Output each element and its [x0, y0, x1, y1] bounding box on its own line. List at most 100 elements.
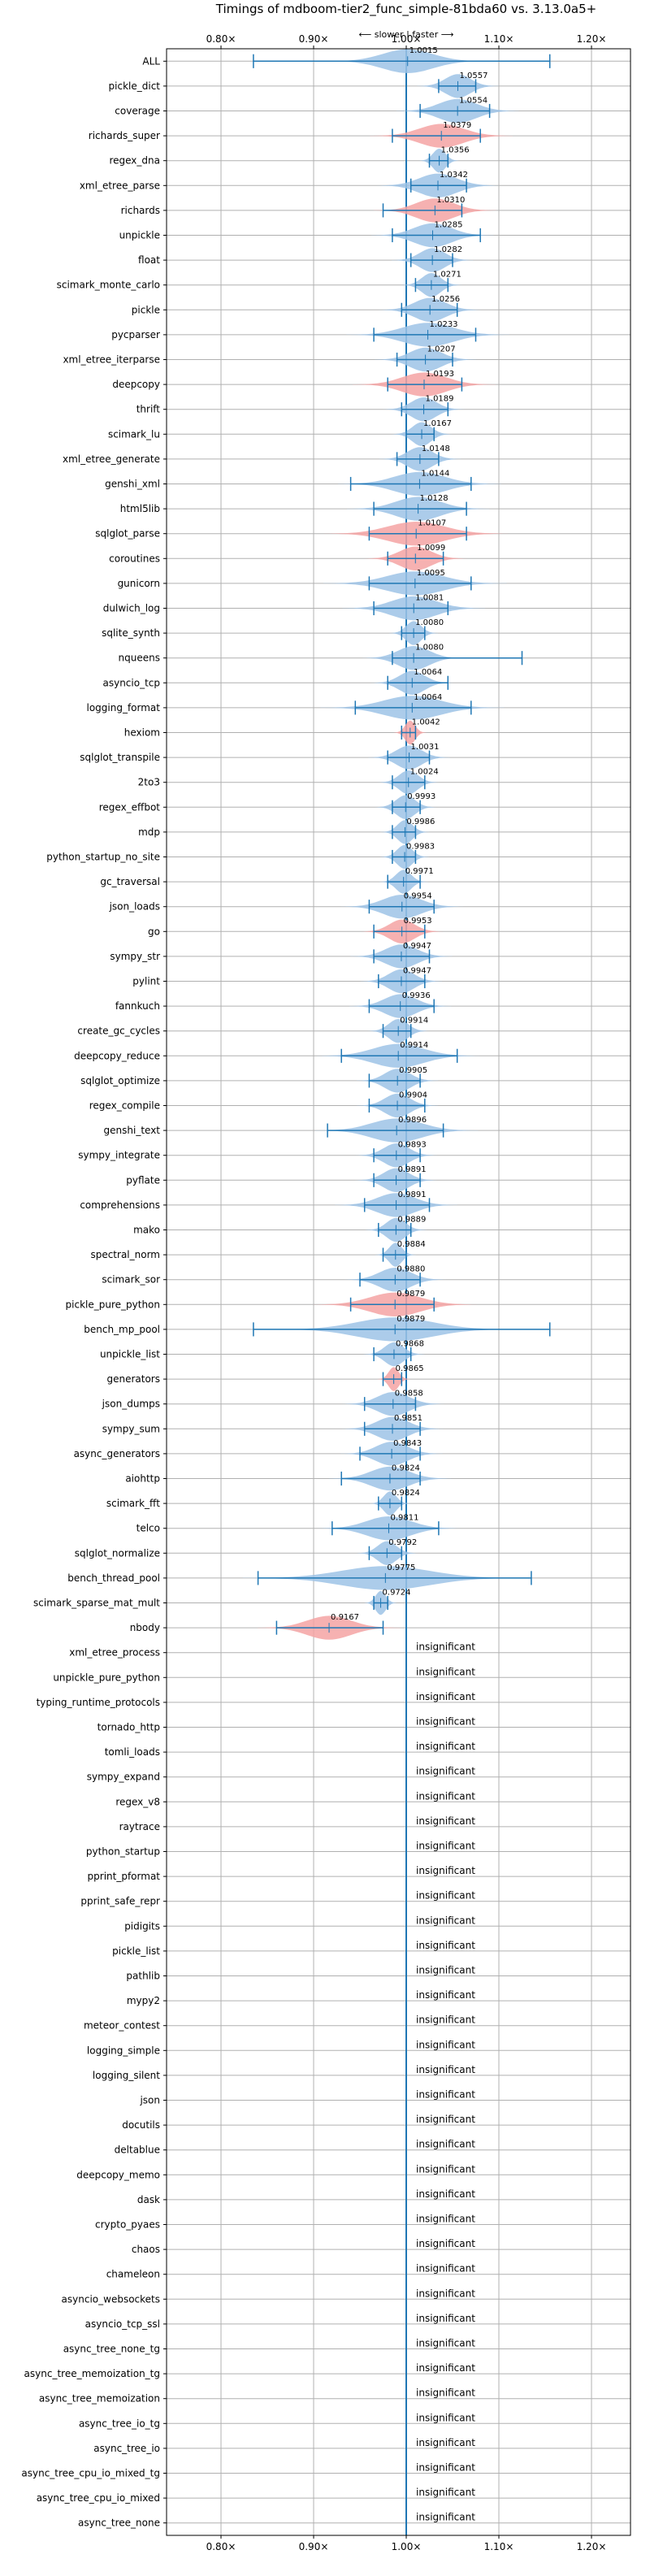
- benchmark-label: spectral_norm: [90, 1249, 160, 1260]
- benchmark-label: json_dumps: [102, 1399, 160, 1410]
- benchmark-label: chameleon: [106, 2269, 160, 2280]
- value-label: 1.0080: [415, 618, 444, 627]
- axis-layer: 0.80× 0.80× 0.90× 0.90× 1.00× 1.00× 1.10× 1.10×…: [21, 33, 606, 2552]
- insignificant-label: insignificant: [416, 1716, 475, 1728]
- benchmark-label: async_tree_none: [78, 2517, 160, 2529]
- benchmark-label: unpickle_pure_python: [53, 1672, 160, 1683]
- value-label: 0.9971: [405, 867, 434, 876]
- benchmark-label: ALL: [142, 55, 160, 67]
- benchmark-label: nbody: [130, 1622, 160, 1633]
- insignificant-label: insignificant: [416, 2089, 475, 2101]
- value-label: 1.0233: [430, 320, 458, 329]
- value-label: 1.0107: [418, 519, 446, 528]
- benchmark-label: pylint: [132, 976, 160, 987]
- benchmark-label: async_tree_cpu_io_mixed_tg: [21, 2468, 160, 2479]
- benchmark-label: fannkuch: [115, 1000, 160, 1012]
- insignificant-label: insignificant: [416, 1691, 475, 1702]
- value-label: 0.9724: [383, 1588, 411, 1597]
- value-label: 0.9891: [398, 1165, 427, 1174]
- benchmark-label: json_loads: [109, 901, 160, 913]
- value-label: 1.0042: [412, 718, 440, 726]
- benchmark-label: async_tree_none_tg: [63, 2344, 160, 2355]
- value-label: 0.9868: [396, 1339, 424, 1348]
- benchmark-label: pprint_safe_repr: [80, 1896, 160, 1907]
- benchmark-label: async_generators: [74, 1448, 160, 1459]
- benchmark-label: regex_dna: [109, 155, 160, 167]
- benchmark-label: 2to3: [138, 777, 160, 788]
- label-layer: 1.0015 1.0557 1.0554 1.0379 1.0356 1.0342 1.03…: [331, 46, 488, 2522]
- benchmark-label: sqlglot_normalize: [75, 1547, 160, 1559]
- benchmark-label: regex_v8: [115, 1796, 160, 1807]
- benchmark-label: generators: [106, 1373, 160, 1385]
- value-label: 0.9986: [406, 817, 435, 826]
- insignificant-label: insignificant: [416, 2039, 475, 2050]
- benchmark-label: sqlite_synth: [102, 627, 160, 639]
- benchmark-label: logging_silent: [93, 2070, 160, 2081]
- benchmark-label: regex_effbot: [99, 801, 161, 813]
- insignificant-label: insignificant: [416, 2238, 475, 2249]
- value-label: 1.0193: [426, 370, 454, 379]
- value-label: 0.9858: [395, 1390, 423, 1399]
- value-label: 0.9896: [398, 1116, 427, 1125]
- chart-title: Timings of mdboom-tier2_func_simple-81bd…: [215, 2, 596, 17]
- insignificant-label: insignificant: [416, 1815, 475, 1827]
- insignificant-label: insignificant: [416, 2139, 475, 2150]
- insignificant-label: insignificant: [416, 1790, 475, 1802]
- value-label: 0.9865: [396, 1364, 424, 1373]
- value-label: 0.9879: [396, 1290, 425, 1299]
- benchmark-label: sympy_integrate: [78, 1150, 160, 1161]
- benchmark-label: genshi_xml: [105, 479, 160, 490]
- benchmark-label: deepcopy_memo: [76, 2169, 160, 2180]
- benchmark-label: regex_compile: [89, 1100, 160, 1112]
- benchmark-label: xml_etree_parse: [80, 180, 160, 191]
- insignificant-label: insignificant: [416, 1766, 475, 1777]
- x-tick-label-top: 1.00×: [392, 33, 422, 45]
- benchmark-label: coverage: [115, 106, 160, 117]
- benchmark-label: tomli_loads: [105, 1746, 160, 1758]
- insignificant-label: insignificant: [416, 2462, 475, 2474]
- value-label: 0.9905: [399, 1066, 427, 1075]
- benchmark-label: sqlglot_parse: [95, 528, 160, 540]
- benchmark-label: go: [148, 926, 160, 937]
- benchmark-label: scimark_lu: [108, 428, 160, 440]
- value-label: 0.9914: [400, 1017, 428, 1026]
- benchmark-label: unpickle: [119, 230, 160, 241]
- benchmark-label: dulwich_log: [103, 603, 160, 614]
- value-label: 1.0064: [414, 693, 442, 702]
- violin-layer: [242, 49, 551, 1640]
- value-label: 0.9811: [390, 1514, 418, 1523]
- value-label: 1.0148: [422, 445, 450, 453]
- value-label: 0.9792: [388, 1538, 417, 1547]
- x-tick-label-bottom: 1.20×: [577, 2541, 607, 2552]
- value-label: 0.9851: [394, 1414, 422, 1423]
- benchmark-label: mypy2: [127, 1995, 160, 2006]
- benchmark-label: comprehensions: [80, 1199, 160, 1211]
- insignificant-label: insignificant: [416, 1865, 475, 1876]
- value-label: 1.0271: [433, 271, 462, 280]
- value-label: 1.0379: [443, 121, 471, 130]
- benchmark-label: python_startup_no_site: [46, 852, 160, 863]
- value-label: 0.9775: [387, 1563, 415, 1572]
- insignificant-label: insignificant: [416, 2014, 475, 2026]
- benchmark-label: pickle_list: [112, 1945, 160, 1957]
- x-tick-label-top: 0.90×: [299, 33, 329, 45]
- benchmark-label: bench_thread_pool: [67, 1572, 160, 1584]
- benchmark-label: richards: [121, 205, 160, 216]
- benchmark-label: xml_etree_iterparse: [63, 354, 160, 366]
- x-tick-label-top: 0.80×: [206, 33, 236, 45]
- benchmark-label: coroutines: [109, 553, 160, 564]
- x-tick-label-bottom: 1.10×: [484, 2541, 514, 2552]
- value-label: 0.9904: [399, 1091, 427, 1099]
- benchmark-label: mdp: [138, 826, 160, 838]
- value-label: 1.0080: [415, 644, 444, 653]
- benchmark-label: create_gc_cycles: [77, 1026, 160, 1037]
- value-label: 0.9947: [403, 966, 431, 975]
- benchmark-label: pidigits: [124, 1920, 160, 1932]
- value-label: 1.0144: [421, 469, 449, 478]
- insignificant-label: insignificant: [416, 2214, 475, 2225]
- insignificant-label: insignificant: [416, 2263, 475, 2275]
- insignificant-label: insignificant: [416, 2387, 475, 2399]
- x-tick-label-bottom: 0.80×: [206, 2541, 236, 2552]
- insignificant-label: insignificant: [416, 1641, 475, 1653]
- insignificant-label: insignificant: [416, 2313, 475, 2324]
